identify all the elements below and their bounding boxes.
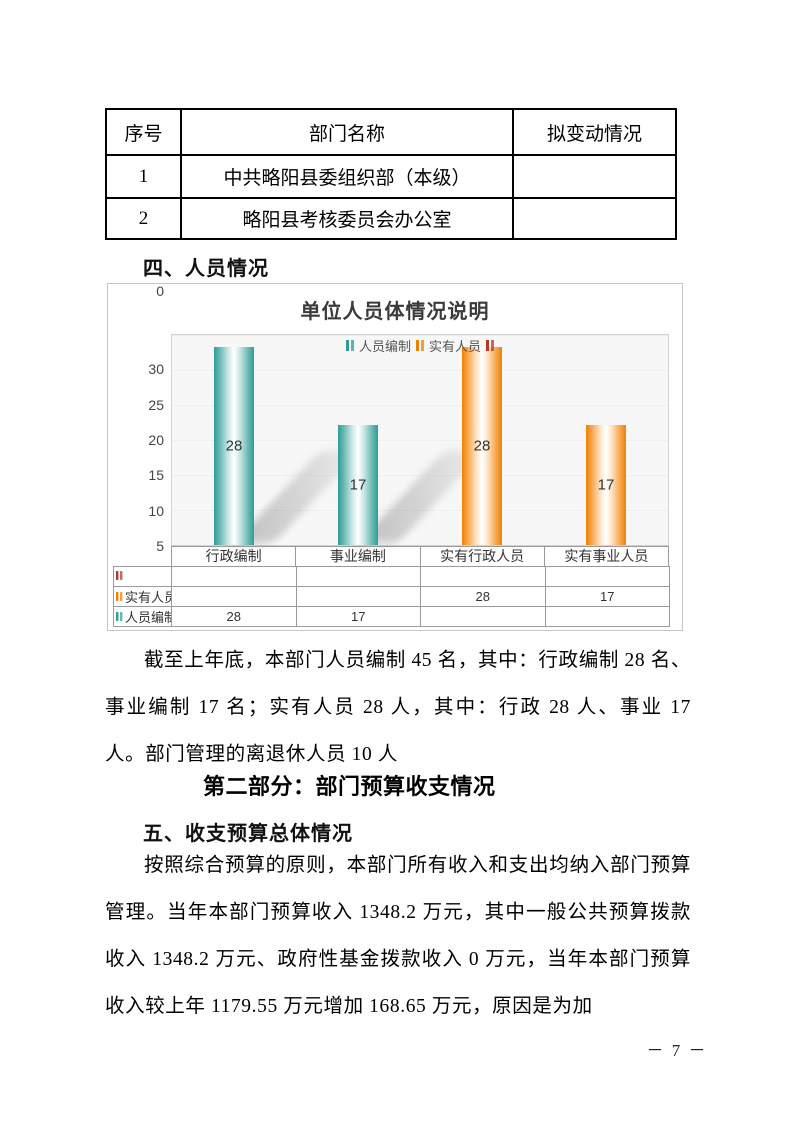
bar-value-label: 28 bbox=[473, 437, 491, 455]
data-row-header: 实有人员 bbox=[113, 586, 172, 607]
data-table-row-establishment: 人员编制 28 17 bbox=[113, 606, 670, 627]
y-axis-tick: 20 bbox=[148, 432, 164, 448]
category-label: 实有事业人员 bbox=[544, 546, 669, 567]
y-axis-tick: 5 bbox=[156, 538, 164, 554]
col-header-seq: 序号 bbox=[105, 108, 182, 156]
bar-value-label: 28 bbox=[225, 437, 243, 455]
chart-bar-actual-admin: 28 bbox=[462, 347, 502, 545]
row-change bbox=[512, 197, 677, 240]
bar-slot: 17 bbox=[544, 335, 668, 545]
row-seq: 1 bbox=[105, 154, 182, 199]
chart-bar-admin-establishment: 28 bbox=[214, 347, 254, 545]
bar-slot: 28 bbox=[420, 335, 544, 545]
series-establishment-icon bbox=[116, 612, 123, 621]
row-dept: 略阳县考核委员会办公室 bbox=[180, 197, 514, 240]
chart-data-table: 实有人员 28 17 人员编制 28 17 bbox=[113, 566, 670, 627]
table-row: 1 中共略阳县委组织部（本级） bbox=[105, 154, 677, 199]
y-axis-tick: 30 bbox=[148, 361, 164, 377]
legend-establishment-icon bbox=[345, 340, 354, 351]
page-number: － 7 － bbox=[646, 1041, 708, 1060]
legend-establishment-label: 人员编制 bbox=[358, 339, 411, 354]
chart-plot-area: 人员编制 实有人员 28 17 28 bbox=[171, 334, 669, 546]
data-cell: 28 bbox=[420, 586, 546, 607]
category-label: 实有行政人员 bbox=[420, 546, 545, 567]
data-cell bbox=[171, 586, 297, 607]
col-header-change: 拟变动情况 bbox=[512, 108, 677, 156]
personnel-paragraph: 截至上年底，本部门人员编制 45 名，其中：行政编制 28 名、事业编制 17 … bbox=[105, 650, 691, 765]
series-red-icon bbox=[116, 571, 123, 580]
bar-value-label: 17 bbox=[349, 476, 367, 494]
data-cell bbox=[544, 606, 670, 627]
series-actual-icon bbox=[116, 592, 123, 601]
data-cell bbox=[420, 606, 546, 627]
data-cell: 17 bbox=[295, 606, 421, 627]
data-table-row-actual: 实有人员 28 17 bbox=[113, 586, 670, 607]
data-cell: 17 bbox=[544, 586, 670, 607]
chart-category-axis: 行政编制 事业编制 实有行政人员 实有事业人员 bbox=[171, 546, 669, 567]
department-change-table: 序号 部门名称 拟变动情况 1 中共略阳县委组织部（本级） 2 略阳县考核委员会… bbox=[105, 108, 677, 240]
data-cell bbox=[295, 586, 421, 607]
data-cell: 28 bbox=[171, 606, 297, 627]
bar-slot: 28 bbox=[172, 335, 360, 545]
col-header-dept: 部门名称 bbox=[180, 108, 514, 156]
bar-value-label: 17 bbox=[597, 476, 615, 494]
data-row-header: 人员编制 bbox=[113, 606, 172, 627]
part2-heading: 第二部分：部门预算收支情况 bbox=[203, 774, 496, 799]
chart-legend: 人员编制 实有人员 bbox=[172, 336, 668, 355]
y-axis-tick: 0 bbox=[156, 283, 164, 299]
chart-bar-actual-career: 17 bbox=[586, 425, 626, 545]
data-cell bbox=[171, 566, 297, 587]
legend-extra-icon bbox=[486, 340, 495, 351]
budget-paragraph: 按照综合预算的原则，本部门所有收入和支出均纳入部门预算管理。当年本部门预算收入 … bbox=[105, 855, 691, 1017]
personnel-chart: 单位人员体情况说明 30 25 20 15 10 5 0 人员编制 实有人员 2… bbox=[107, 283, 683, 631]
data-cell bbox=[295, 566, 421, 587]
data-row-header bbox=[113, 566, 172, 587]
data-table-row-empty bbox=[113, 566, 670, 587]
table-header-row: 序号 部门名称 拟变动情况 bbox=[105, 108, 677, 156]
section-heading-personnel: 四、人员情况 bbox=[143, 258, 269, 280]
y-axis-tick: 10 bbox=[148, 503, 164, 519]
data-cell bbox=[544, 566, 670, 587]
row-change bbox=[512, 154, 677, 199]
table-row: 2 略阳县考核委员会办公室 bbox=[105, 197, 677, 240]
y-axis-tick: 25 bbox=[148, 397, 164, 413]
row-seq: 2 bbox=[105, 197, 182, 240]
category-label: 事业编制 bbox=[296, 546, 421, 567]
chart-bar-career-establishment: 17 bbox=[338, 425, 378, 545]
category-label: 行政编制 bbox=[171, 546, 297, 567]
legend-actual-icon bbox=[416, 340, 424, 351]
section-heading-budget: 五、收支预算总体情况 bbox=[143, 823, 353, 845]
chart-bars: 28 17 28 17 bbox=[172, 335, 668, 545]
chart-title: 单位人员体情况说明 bbox=[300, 301, 490, 323]
data-cell bbox=[420, 566, 546, 587]
y-axis-tick: 15 bbox=[148, 467, 164, 483]
legend-actual-label: 实有人员 bbox=[429, 339, 482, 354]
row-dept: 中共略阳县委组织部（本级） bbox=[180, 154, 514, 199]
bar-slot: 17 bbox=[296, 335, 484, 545]
